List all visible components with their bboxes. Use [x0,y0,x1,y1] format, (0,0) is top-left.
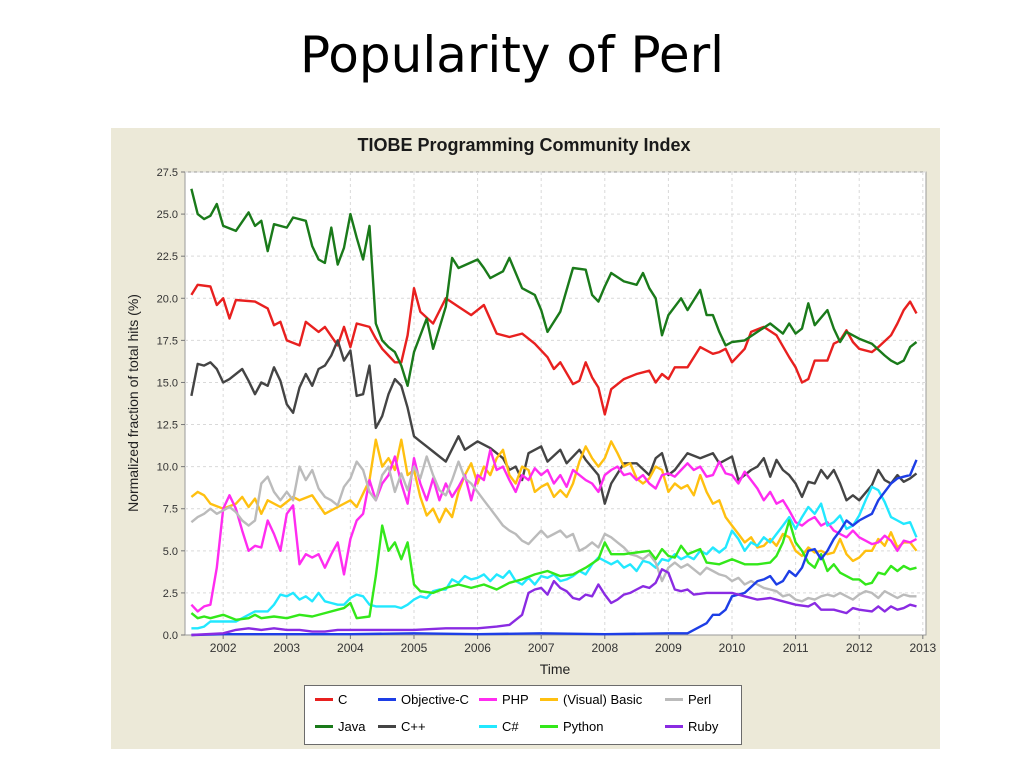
legend-swatch [540,698,558,701]
legend-label: Perl [688,692,712,707]
legend-item: (Visual) Basic [540,692,642,707]
legend-item: Objective-C [378,692,469,707]
y-tick-label: 0.0 [163,630,178,642]
legend-item: Perl [665,692,711,707]
legend-swatch [378,698,396,701]
y-tick-label: 25.0 [157,209,178,221]
legend-label: Ruby [688,719,719,734]
series-lines [190,188,918,637]
legend-item: C [315,692,347,707]
legend-label: Python [563,719,604,734]
series-line-perl [190,455,917,603]
legend-swatch [665,698,683,701]
y-tick-label: 15.0 [157,377,178,389]
legend-swatch [315,725,333,728]
legend-item: PHP [479,692,529,707]
legend-swatch [479,698,497,701]
legend-item: Python [540,719,603,734]
legend-item: Ruby [665,719,718,734]
legend-swatch [378,725,396,728]
chart-title: TIOBE Programming Community Index [357,135,690,155]
x-tick-label: 2006 [464,641,491,655]
x-tick-label: 2004 [337,641,364,655]
legend-label: C# [502,719,519,734]
legend-swatch [665,725,683,728]
series-line-objective-c [191,459,918,637]
series-line-csharp [191,485,918,630]
legend-label: Java [338,719,366,734]
legend-label: Objective-C [401,692,469,707]
chart-panel: TIOBE Programming Community Index 0.0 2.5… [111,128,940,749]
y-tick-label: 20.0 [157,293,178,305]
x-tick-label: 2012 [846,641,873,655]
x-axis-label: Time [540,661,571,677]
x-tick-label: 2002 [210,641,237,655]
legend-swatch [479,725,497,728]
legend-item: C++ [378,719,426,734]
x-tick-label: 2011 [783,641,809,655]
x-tick-label: 2009 [655,641,682,655]
legend-label: (Visual) Basic [563,692,643,707]
legend-item: Java [315,719,365,734]
line-chart: TIOBE Programming Community Index 0.0 2.5… [125,135,937,677]
x-tick-label: 2003 [273,641,300,655]
y-tick-label: 12.5 [157,420,178,432]
legend-label: C++ [401,719,426,734]
series-line-python [190,519,917,621]
x-tick-label: 2007 [528,641,555,655]
x-tick-label: 2013 [909,641,936,655]
y-axis-label: Normalized fraction of total hits (%) [125,294,141,512]
series-line-visual-basic [190,438,918,563]
series-line-php [190,448,918,613]
y-tick-label: 7.5 [163,504,178,516]
y-tick-label: 17.5 [157,335,178,347]
x-tick-label: 2008 [591,641,618,655]
x-tick-label: 2010 [719,641,746,655]
legend-swatch [540,725,558,728]
series-line-ruby [191,568,917,637]
series-line-java [190,188,918,387]
legend-item: C# [479,719,519,734]
y-tick-label: 10.0 [157,462,178,474]
legend: C Objective-C PHP (Visual) Basic Perl Java C++… [304,685,742,745]
slide-title: Popularity of Perl [299,26,725,84]
plot-area [184,171,927,636]
legend-label: PHP [502,692,529,707]
legend-swatch [315,698,333,701]
y-tick-label: 2.5 [163,588,178,600]
y-tick-label: 22.5 [157,251,178,263]
y-tick-label: 27.5 [157,167,178,179]
x-tick-label: 2005 [401,641,428,655]
legend-label: C [338,692,348,707]
series-line-cpp [190,339,918,505]
y-tick-label: 5.0 [163,546,178,558]
axes: 0.0 2.5 5.0 7.5 10.0 12.5 15.0 17.5 20.0 22.5 25.0… [157,167,937,655]
series-line-c [190,283,918,416]
